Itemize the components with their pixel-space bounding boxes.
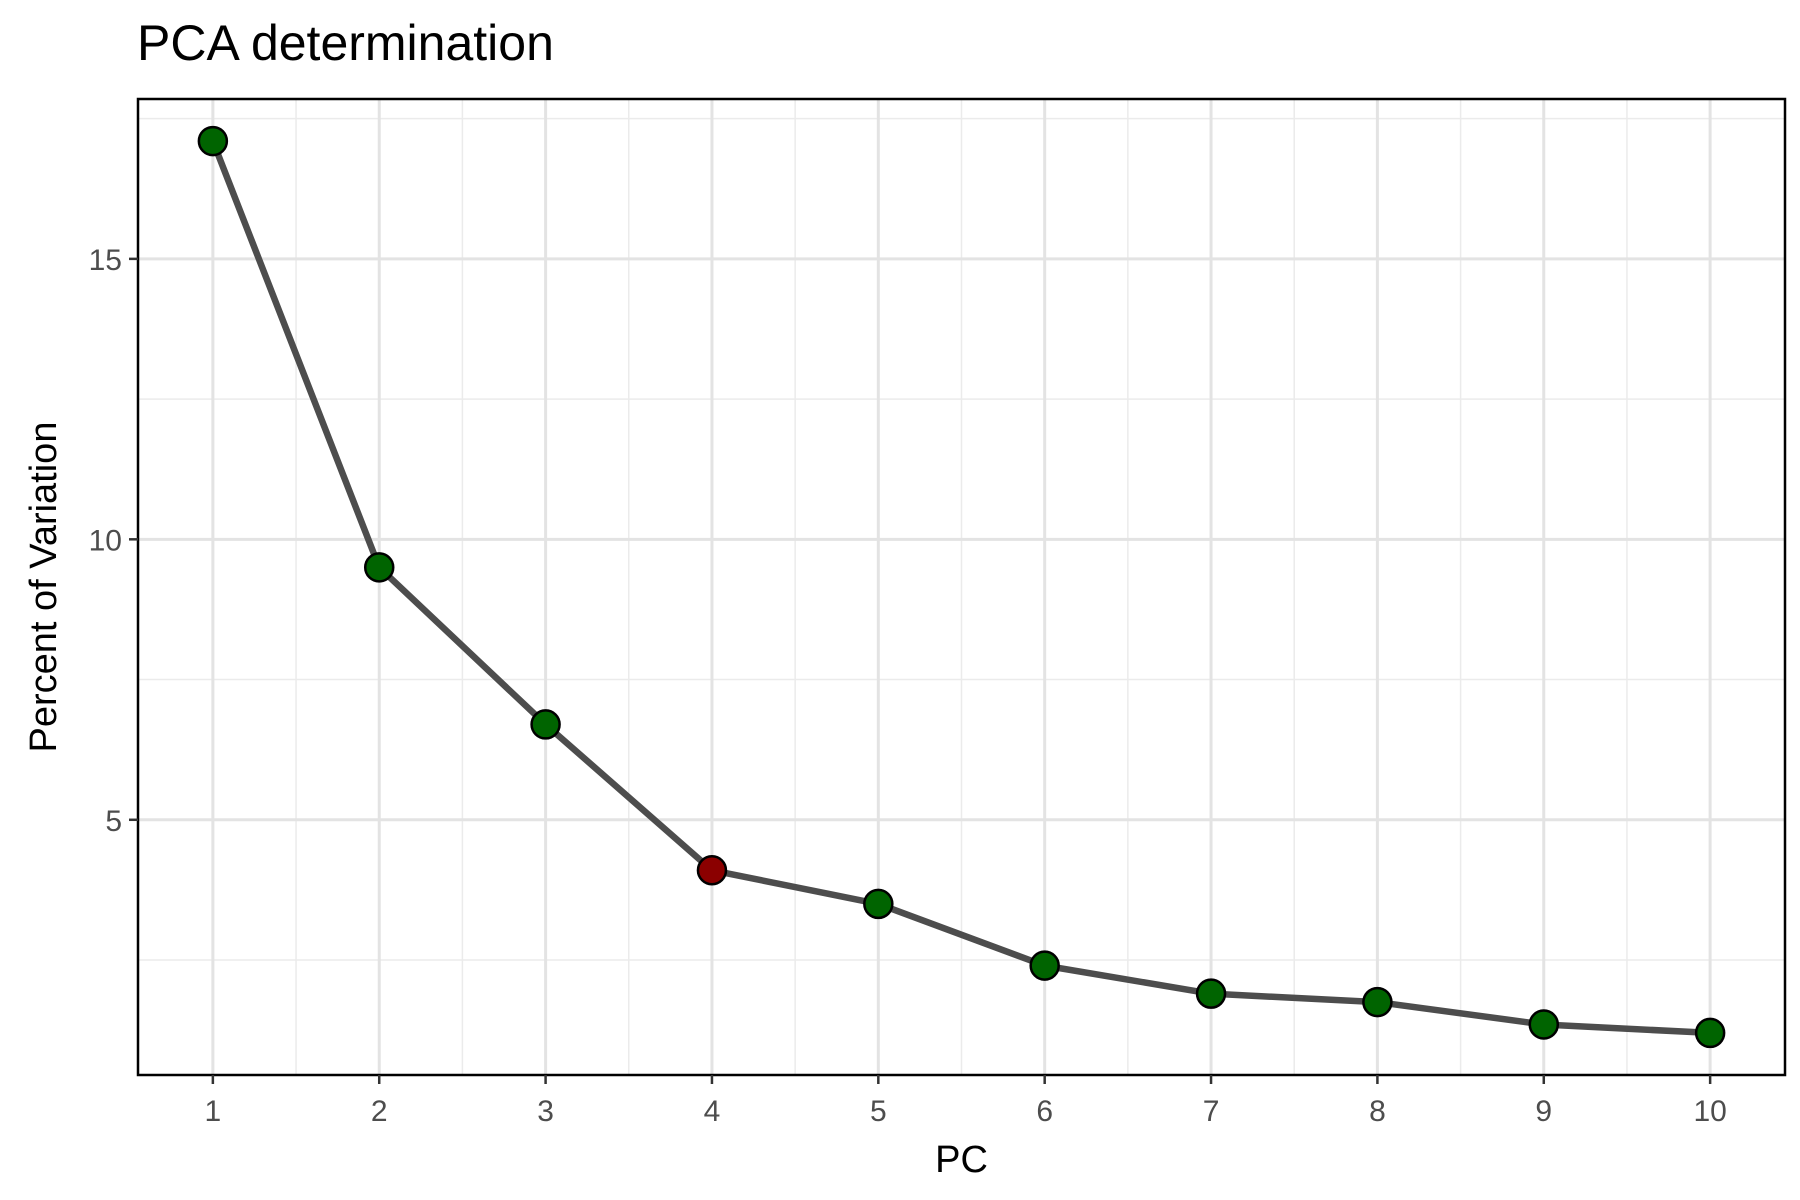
data-point: [363, 552, 395, 583]
series-line-group: [209, 139, 1711, 1037]
data-point: [1195, 978, 1227, 1009]
data-point: [1694, 1017, 1726, 1049]
x-tick-label: 6: [1036, 1095, 1053, 1128]
x-tick-label: 3: [537, 1095, 554, 1128]
data-point: [1528, 1009, 1560, 1040]
y-tick-label: 10: [89, 524, 122, 557]
panel-border: [136, 97, 1787, 1077]
x-tick-label: 9: [1535, 1095, 1552, 1128]
x-tick-label: 5: [870, 1095, 887, 1128]
data-point: [1362, 986, 1393, 1018]
data-points: [197, 125, 1726, 1049]
y-tick-label: 5: [105, 805, 122, 838]
x-axis-title: PC: [935, 1139, 988, 1181]
series-line: [209, 139, 1711, 1037]
minor-gridlines: [138, 99, 1785, 1075]
data-point: [696, 855, 728, 886]
x-tick-label: 7: [1203, 1095, 1220, 1128]
y-axis-title: Percent of Variation: [23, 422, 65, 753]
data-point: [863, 888, 894, 920]
y-axis: 5 10 15: [89, 244, 138, 838]
x-tick-label: 4: [704, 1095, 721, 1128]
data-point: [1029, 950, 1060, 981]
x-tick-label: 1: [205, 1095, 222, 1128]
major-gridlines: [138, 99, 1785, 1075]
chart-title: PCA determination: [137, 15, 554, 71]
x-axis: 1 2 3 4 5 6 7 8 9 10: [205, 1075, 1727, 1128]
y-tick-label: 15: [89, 244, 122, 277]
x-tick-label: 8: [1369, 1095, 1386, 1128]
data-point: [530, 709, 561, 740]
data-point: [197, 125, 229, 157]
x-tick-label: 2: [371, 1095, 388, 1128]
x-tick-label: 10: [1693, 1095, 1726, 1128]
